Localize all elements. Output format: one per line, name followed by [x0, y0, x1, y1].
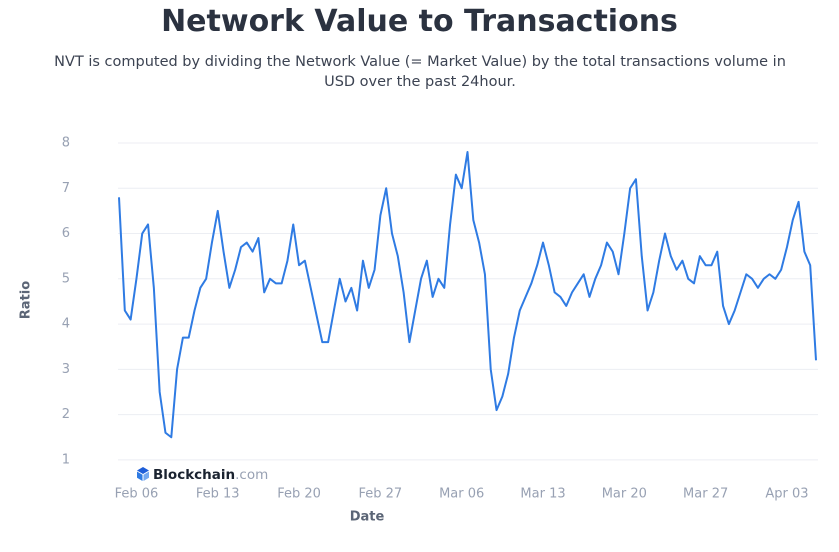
- watermark-name: Blockchain: [153, 467, 235, 483]
- y-axis-title: Ratio: [19, 281, 34, 319]
- x-axis-title: Date: [350, 510, 385, 525]
- watermark-logo: [137, 467, 149, 481]
- y-tick-label: 3: [62, 362, 70, 377]
- x-tick-label: Feb 13: [196, 487, 240, 502]
- y-tick-label: 2: [62, 407, 70, 422]
- x-tick-label: Mar 13: [520, 487, 565, 502]
- y-tick-label: 8: [62, 135, 70, 150]
- y-tick-label: 1: [62, 452, 70, 467]
- svg-text:Blockchain.com: Blockchain.com: [153, 467, 268, 483]
- y-tick-label: 6: [62, 226, 70, 241]
- watermark: Blockchain.com: [137, 467, 268, 483]
- x-tick-label: Mar 06: [439, 487, 484, 502]
- y-tick-label: 5: [62, 271, 70, 286]
- y-tick-label: 7: [62, 181, 70, 196]
- x-tick-label: Feb 27: [359, 487, 403, 502]
- line-series: [118, 151, 817, 439]
- x-tick-label: Feb 20: [277, 487, 321, 502]
- x-tick-label: Feb 06: [115, 487, 159, 502]
- x-tick-label: Mar 27: [683, 487, 728, 502]
- y-tick-label: 4: [62, 317, 70, 332]
- chart-title: Network Value to Transactions: [161, 4, 678, 39]
- watermark-suffix: .com: [235, 467, 268, 483]
- x-tick-label: Apr 03: [765, 487, 808, 502]
- chart-subtitle: NVT is computed by dividing the Network …: [54, 54, 786, 90]
- x-tick-label: Mar 20: [602, 487, 647, 502]
